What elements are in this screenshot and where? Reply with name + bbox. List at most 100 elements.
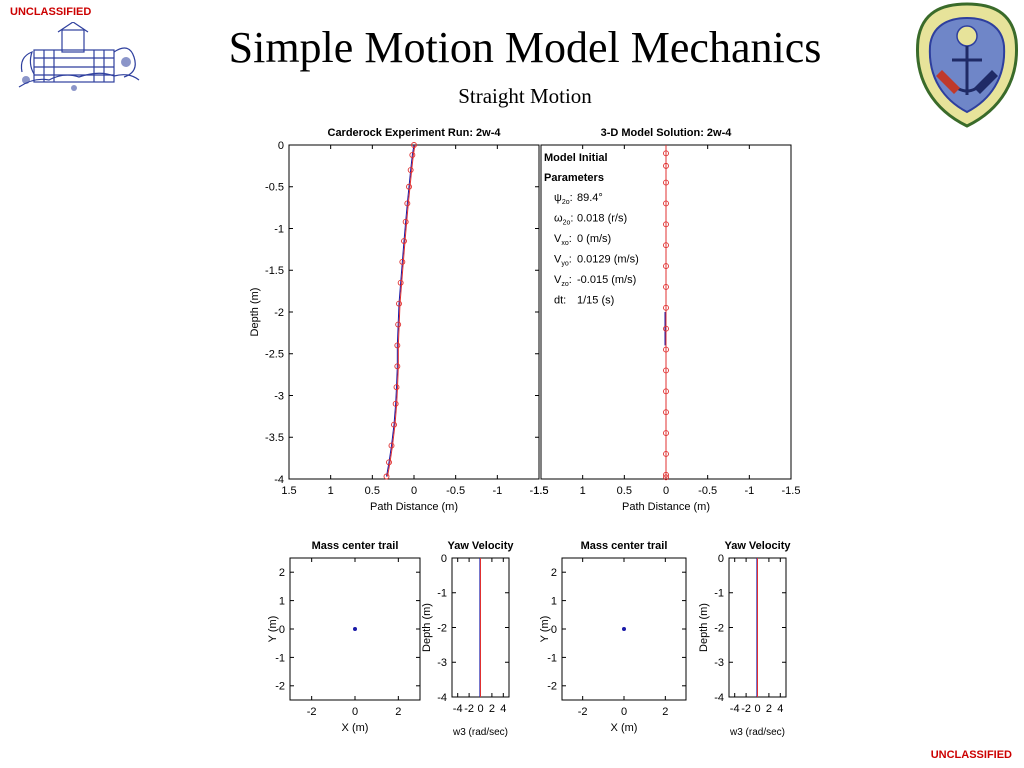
y-tick-label: -3	[714, 657, 724, 669]
data-point	[399, 258, 406, 265]
data-point	[663, 325, 669, 332]
x-tick-label: 1.5	[281, 485, 296, 497]
annotation-value: 0.018 (r/s)	[577, 213, 627, 225]
y-tick-label: -2.5	[265, 349, 284, 361]
y-tick-label: -3.5	[265, 432, 284, 444]
data-point	[663, 451, 669, 457]
x-tick-label: -2	[578, 706, 588, 718]
data-point	[388, 442, 395, 449]
annotation-value: 0.0129 (m/s)	[577, 254, 639, 266]
data-point	[663, 409, 669, 416]
data-point	[663, 430, 669, 437]
x-tick-label: 0	[621, 706, 627, 718]
y-tick-label: -1.5	[265, 265, 284, 277]
x-tick-label: 4	[777, 703, 783, 715]
annotation-param: ω2o:	[554, 213, 573, 227]
x-tick-label: 1.5	[533, 485, 548, 497]
y-tick-label: 0	[279, 624, 285, 636]
y-axis-label: Depth (m)	[421, 603, 433, 652]
chart-title: Mass center trail	[581, 540, 668, 552]
y-tick-label: 2	[551, 567, 557, 579]
data-point	[663, 471, 669, 478]
y-axis-label: Depth (m)	[249, 288, 261, 337]
x-tick-label: -0.5	[698, 485, 717, 497]
annotation-heading: Model Initial	[544, 152, 608, 164]
data-point	[397, 279, 404, 286]
trajectory-line	[386, 144, 415, 477]
annotation-value: -0.015 (m/s)	[577, 274, 636, 286]
y-tick-label: -4	[437, 692, 447, 704]
y-axis-label: Y (m)	[267, 616, 279, 643]
data-point	[411, 142, 417, 148]
x-tick-label: 2	[395, 706, 401, 718]
y-tick-label: -1	[437, 588, 447, 600]
chart-title: Yaw Velocity	[447, 540, 514, 552]
data-point	[401, 238, 407, 244]
data-point	[402, 218, 409, 225]
y-tick-label: -1	[274, 223, 284, 235]
institution-seal-emblem	[912, 0, 1022, 137]
data-point	[394, 342, 401, 349]
annotation-param: Vyo:	[554, 254, 572, 268]
trajectory-line-overlay	[387, 144, 416, 477]
y-tick-label: 0	[718, 553, 724, 565]
y-tick-label: 0	[551, 624, 557, 636]
y-tick-label: -2	[275, 681, 285, 693]
chart-title: Carderock Experiment Run: 2w-4	[328, 127, 502, 139]
data-point	[663, 346, 669, 353]
data-point	[393, 384, 400, 391]
annotation-param: Vxo:	[554, 233, 572, 247]
x-tick-label: 1	[328, 485, 334, 497]
chart-title: 3-D Model Solution: 2w-4	[601, 127, 733, 139]
y-tick-label: 0	[441, 553, 447, 565]
data-point	[663, 263, 669, 270]
x-tick-label: -2	[741, 703, 751, 715]
x-tick-label: -0.5	[446, 485, 465, 497]
annotation-param: ψ2o:	[554, 192, 573, 206]
y-tick-label: -2	[714, 622, 724, 634]
y-axis-label: Y (m)	[539, 616, 551, 643]
x-axis-label: w3 (rad/sec)	[452, 727, 508, 738]
x-tick-label: -2	[307, 706, 317, 718]
x-tick-label: -4	[453, 703, 463, 715]
x-tick-label: 0	[411, 485, 417, 497]
x-tick-label: -1	[744, 485, 754, 497]
x-tick-label: -4	[730, 703, 740, 715]
plot-frame	[288, 144, 540, 480]
y-tick-label: -4	[274, 474, 284, 486]
annotation-value: 89.4°	[577, 192, 603, 204]
data-point	[663, 284, 669, 290]
x-tick-label: 2	[489, 703, 495, 715]
chart-title: Yaw Velocity	[724, 540, 791, 552]
data-point	[663, 388, 669, 395]
data-point	[394, 363, 401, 370]
y-tick-label: -2	[547, 681, 557, 693]
data-point	[663, 304, 669, 311]
y-tick-label: 1	[551, 595, 557, 607]
y-tick-label: -3	[437, 657, 447, 669]
x-tick-label: 1	[580, 485, 586, 497]
data-point	[395, 321, 402, 328]
data-point	[391, 421, 397, 428]
classification-banner-top: UNCLASSIFIED	[10, 6, 92, 18]
data-point	[383, 473, 390, 480]
chart-title: Mass center trail	[312, 540, 399, 552]
data-point	[406, 183, 412, 190]
x-tick-label: 0.5	[617, 485, 632, 497]
x-tick-label: 4	[500, 703, 506, 715]
data-point	[663, 367, 669, 374]
x-axis-label: Path Distance (m)	[370, 501, 458, 513]
data-point	[663, 179, 669, 186]
classification-banner-bottom: UNCLASSIFIED	[930, 749, 1012, 761]
data-point	[663, 221, 669, 228]
y-tick-label: 1	[279, 595, 285, 607]
x-tick-label: 0	[754, 703, 760, 715]
x-tick-label: 2	[766, 703, 772, 715]
data-point	[663, 474, 669, 481]
y-tick-label: -2	[437, 622, 447, 634]
y-tick-label: -0.5	[265, 182, 284, 194]
annotation-param: dt:	[554, 295, 566, 307]
data-point	[386, 459, 392, 466]
slide-subtitle: Straight Motion	[458, 84, 592, 108]
